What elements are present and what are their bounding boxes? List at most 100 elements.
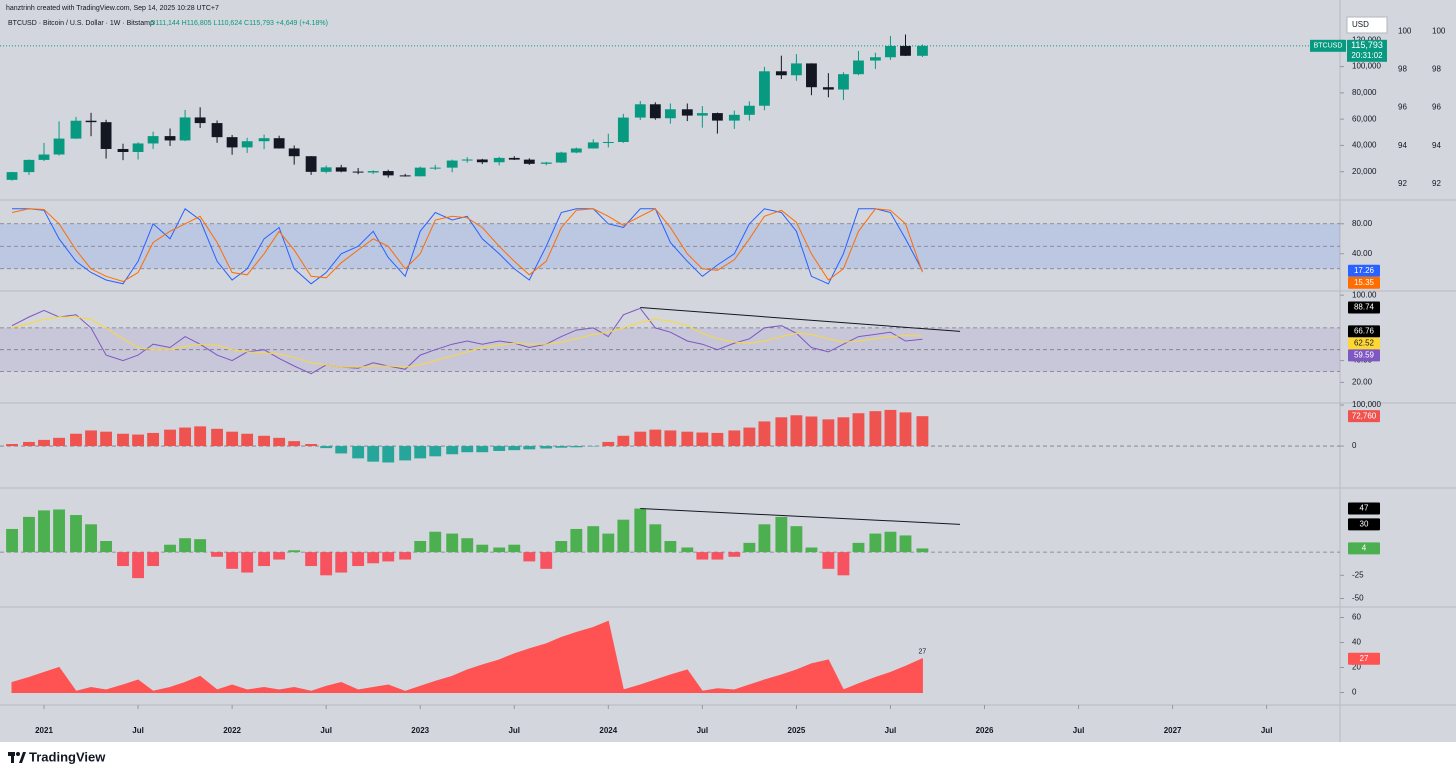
candle-body [132,143,144,152]
candle-body [6,172,18,180]
value-tag-box [1348,652,1380,665]
histogram-bar [523,446,536,450]
currency-box [1346,16,1388,34]
y2-tick-label: 94 [1398,141,1407,150]
histogram-bar [70,433,82,447]
histogram-bar [493,446,506,451]
histogram-bar [790,415,803,447]
histogram-bar [100,541,113,553]
histogram-bar [335,552,348,573]
histogram-bar [476,544,489,553]
candle-body [164,136,176,141]
histogram-bar [305,444,318,447]
histogram-bar [602,533,615,553]
currency: USD [1352,20,1369,29]
candle-body [759,71,770,106]
histogram-bar [6,444,18,447]
value-tag-box [1348,276,1380,289]
histogram-bar [681,547,694,553]
candle-body [211,123,223,138]
histogram-bar [805,416,818,447]
candle-body [100,122,112,149]
y-tick-label: -50 [1352,594,1364,603]
histogram-bar [822,552,835,569]
y-tick-label: 100.00 [1352,290,1377,299]
value-tag: 30 [1360,519,1369,528]
y-tick-label: 40 [1352,638,1361,647]
candle-body [555,152,567,163]
candle-body [885,45,896,58]
histogram-bar [869,411,882,447]
histogram-bar [805,547,818,553]
histogram-bar [664,541,677,553]
candle-body [743,105,755,115]
histogram-bar [634,508,647,553]
y-tick-label: 40.00 [1352,249,1373,258]
histogram-bar [399,446,412,461]
x-tick-label: 2024 [599,726,617,735]
candle-body [382,171,394,176]
histogram-bar [508,446,521,451]
candle-body [570,148,582,153]
value-tag: 15.35 [1354,278,1375,287]
y2-tick-label: 92 [1398,179,1407,188]
histogram-bar [884,409,897,447]
histogram-bar [837,552,850,576]
histogram-bar [555,446,568,448]
y2-tick-label: 94 [1432,141,1441,150]
histogram-bar [869,533,882,553]
countdown: 20:31:02 [1351,51,1383,60]
histogram-bar [399,552,412,560]
value-tag-box [1348,410,1380,423]
histogram-bar [664,430,677,447]
candle-body [70,120,82,139]
y-tick-label: 80.00 [1352,219,1373,228]
candle-body [446,160,458,168]
candle-body [320,167,332,172]
value-tag: 62.52 [1354,339,1375,348]
histogram-bar [758,524,771,553]
histogram-bar [602,441,615,447]
histogram-bar [617,519,630,553]
y-tick-label: 60,000 [1352,114,1377,123]
y-tick-label: 100,000 [1352,62,1381,71]
value-tag: 17.26 [1354,266,1375,275]
level-band [0,223,1340,269]
last-price: 115,793 [1351,40,1383,50]
histogram-bar [711,552,724,560]
brand-name: TradingView [29,749,106,764]
candle-body [258,138,270,142]
x-tick-label: Jul [1073,726,1085,735]
y-tick-label: -25 [1352,570,1364,579]
histogram-bar [822,419,835,447]
candle-body [900,45,911,56]
data-label: 27 [919,649,927,656]
histogram-bar [852,542,865,553]
histogram-bar [476,446,489,453]
histogram-bar [164,544,176,553]
histogram-bar [429,531,442,553]
histogram-bar [775,516,788,553]
histogram-bar [429,446,442,457]
x-tick-label: Jul [697,726,709,735]
y-tick-label: 20,000 [1352,167,1377,176]
symbol-tag: BTCUSD [1314,43,1343,50]
x-tick-label: 2022 [223,726,241,735]
histogram-bar [743,542,756,553]
candle-body [53,138,65,155]
chart-background [0,0,1456,742]
histogram-bar [273,437,286,447]
candle-body [493,157,505,163]
x-tick-label: Jul [885,726,897,735]
trendline [640,508,961,525]
x-tick-label: 2026 [976,726,994,735]
histogram-bar [899,412,912,447]
histogram-bar [85,524,97,553]
histogram-bar [147,552,160,567]
value-tag: 88.74 [1354,303,1375,312]
histogram-bar [241,552,254,573]
indicator-line [12,208,923,285]
histogram-bar [226,431,239,447]
candle-body [508,157,520,160]
histogram-bar [899,535,912,553]
